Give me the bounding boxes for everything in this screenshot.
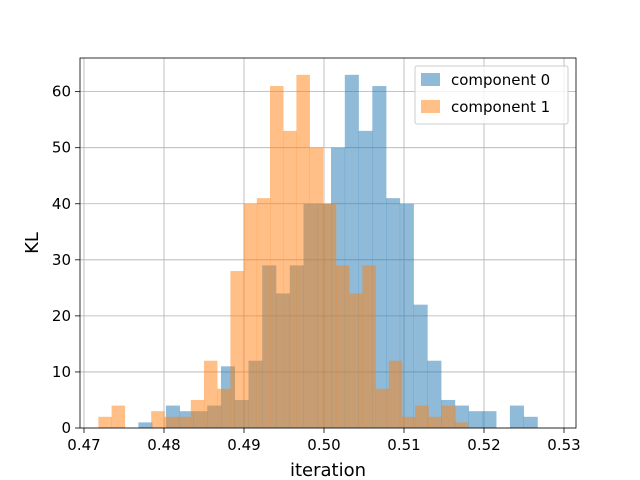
histogram-bar — [362, 265, 376, 428]
histogram-bar — [204, 360, 218, 428]
histogram-bar — [296, 74, 310, 429]
y-tick-label: 0 — [61, 419, 71, 437]
histogram-bar — [270, 86, 284, 428]
histogram-bar — [336, 265, 350, 428]
histogram-bar — [283, 130, 297, 428]
histogram-bar — [322, 203, 337, 428]
x-tick-label: 0.47 — [67, 436, 100, 454]
legend-box — [414, 65, 569, 125]
histogram-bars — [98, 74, 538, 429]
histogram-bar — [441, 405, 456, 428]
histogram-bar — [454, 422, 469, 428]
histogram-bar — [151, 411, 165, 428]
histogram-bar — [399, 203, 414, 428]
histogram-bar — [217, 388, 231, 428]
histogram-bar — [230, 271, 244, 428]
y-tick-label: 10 — [52, 363, 71, 381]
y-tick-label: 40 — [52, 195, 71, 213]
histogram-bar — [243, 203, 258, 428]
histogram-bar — [468, 411, 483, 428]
histogram-bar — [388, 360, 403, 428]
legend: component 0 component 1 — [414, 65, 569, 125]
histogram-bar — [138, 422, 153, 428]
y-axis-label: KL — [22, 232, 43, 254]
histogram-bar — [427, 360, 442, 428]
x-tick-label: 0.48 — [147, 436, 180, 454]
histogram-bar — [256, 198, 271, 428]
y-tick-label: 20 — [52, 307, 71, 325]
x-axis-label: iteration — [290, 460, 366, 480]
histogram-bar — [375, 388, 390, 428]
histogram-bar — [111, 405, 126, 428]
x-tick-label: 0.52 — [467, 436, 500, 454]
histogram-bar — [309, 147, 324, 429]
x-tick-label: 0.53 — [547, 436, 580, 454]
y-tick-label: 30 — [52, 251, 71, 269]
plot-frame — [79, 57, 577, 429]
histogram-bar — [482, 411, 497, 428]
y-tick-label: 50 — [52, 139, 71, 157]
histogram-bar — [413, 304, 428, 428]
histogram-bar — [98, 416, 112, 428]
legend-label-component-0: component 0 — [451, 71, 550, 89]
legend-swatch-component-0 — [421, 73, 440, 86]
histogram-bar — [402, 416, 416, 428]
x-tick-label: 0.50 — [307, 436, 340, 454]
histogram-bar — [415, 405, 429, 428]
y-axis-ticks: 0 10 20 30 40 50 60 — [52, 83, 80, 437]
histogram-bar — [509, 405, 524, 428]
x-tick-label: 0.49 — [227, 436, 260, 454]
x-axis-ticks: 0.47 0.48 0.49 0.50 0.51 0.52 0.53 — [67, 428, 581, 454]
x-tick-label: 0.51 — [387, 436, 420, 454]
histogram-bar — [349, 293, 363, 428]
histogram-bar — [454, 405, 469, 428]
histogram-bar — [190, 399, 205, 428]
legend-swatch-component-1 — [421, 100, 440, 113]
histogram-bar — [428, 416, 442, 428]
legend-label-component-1: component 1 — [451, 98, 550, 116]
y-tick-label: 60 — [52, 83, 71, 101]
histogram-bar — [523, 416, 538, 428]
series-1-bars — [98, 74, 469, 429]
histogram-bar — [177, 416, 192, 428]
histogram-bar — [164, 416, 178, 428]
